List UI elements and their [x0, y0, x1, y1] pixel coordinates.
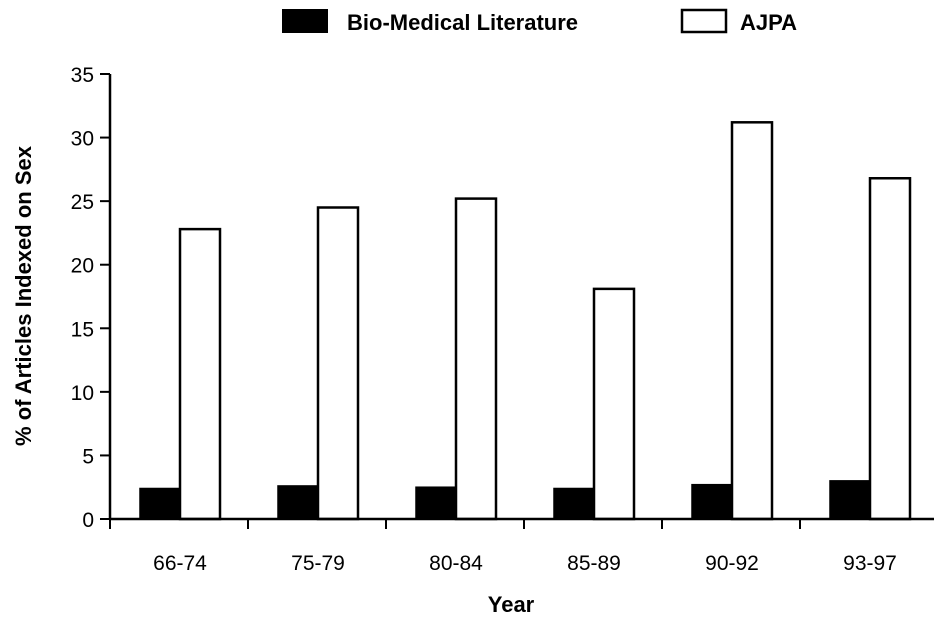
y-tick-label-35: 35	[71, 64, 94, 87]
bar-bio-medical-93-97	[829, 480, 871, 520]
bar-bio-medical-80-84	[415, 486, 457, 520]
legend-swatch-ajpa	[680, 8, 728, 34]
bar-bio-medical-75-79	[277, 485, 319, 520]
bars	[139, 121, 912, 521]
y-tick-label-10: 10	[71, 382, 94, 405]
axes	[108, 74, 934, 521]
x-tick-label-80-84: 80-84	[429, 552, 483, 575]
x-tick-label-66-74: 66-74	[153, 552, 207, 575]
y-axis-title: % of Articles Indexed on Sex	[11, 145, 36, 446]
x-tick-label-85-89: 85-89	[567, 552, 621, 575]
x-tick-label-93-97: 93-97	[843, 552, 897, 575]
x-tick-label-90-92: 90-92	[705, 552, 759, 575]
y-tick-label-30: 30	[71, 128, 94, 151]
legend-label-bio-medical: Bio-Medical Literature	[347, 10, 578, 35]
bar-ajpa-90-92	[730, 121, 774, 521]
legend-label-ajpa: AJPA	[740, 10, 797, 35]
legend-swatch-bio-medical	[282, 9, 328, 33]
y-tick-label-25: 25	[71, 191, 94, 214]
bar-bio-medical-66-74	[139, 487, 181, 520]
y-tick-label-5: 5	[82, 445, 94, 468]
y-tick-label-20: 20	[71, 255, 94, 278]
bar-ajpa-93-97	[868, 177, 912, 521]
bar-bio-medical-90-92	[691, 483, 733, 520]
bar-ajpa-80-84	[454, 197, 498, 521]
x-tick-label-75-79: 75-79	[291, 552, 345, 575]
bar-bio-medical-85-89	[553, 487, 595, 520]
bar-ajpa-75-79	[316, 206, 360, 521]
y-axis-ticks: 0 5 10 15 20 25 30 35	[71, 64, 110, 532]
y-tick-label-0: 0	[82, 509, 94, 532]
y-tick-label-15: 15	[71, 318, 94, 341]
x-axis-title: Year	[488, 592, 535, 617]
bar-ajpa-85-89	[592, 287, 636, 521]
bar-ajpa-66-74	[178, 227, 222, 521]
legend: Bio-Medical Literature AJPA	[282, 8, 797, 35]
x-axis-ticks: 66-74 75-79 80-84 85-89 90-92 93-97	[109, 519, 897, 575]
